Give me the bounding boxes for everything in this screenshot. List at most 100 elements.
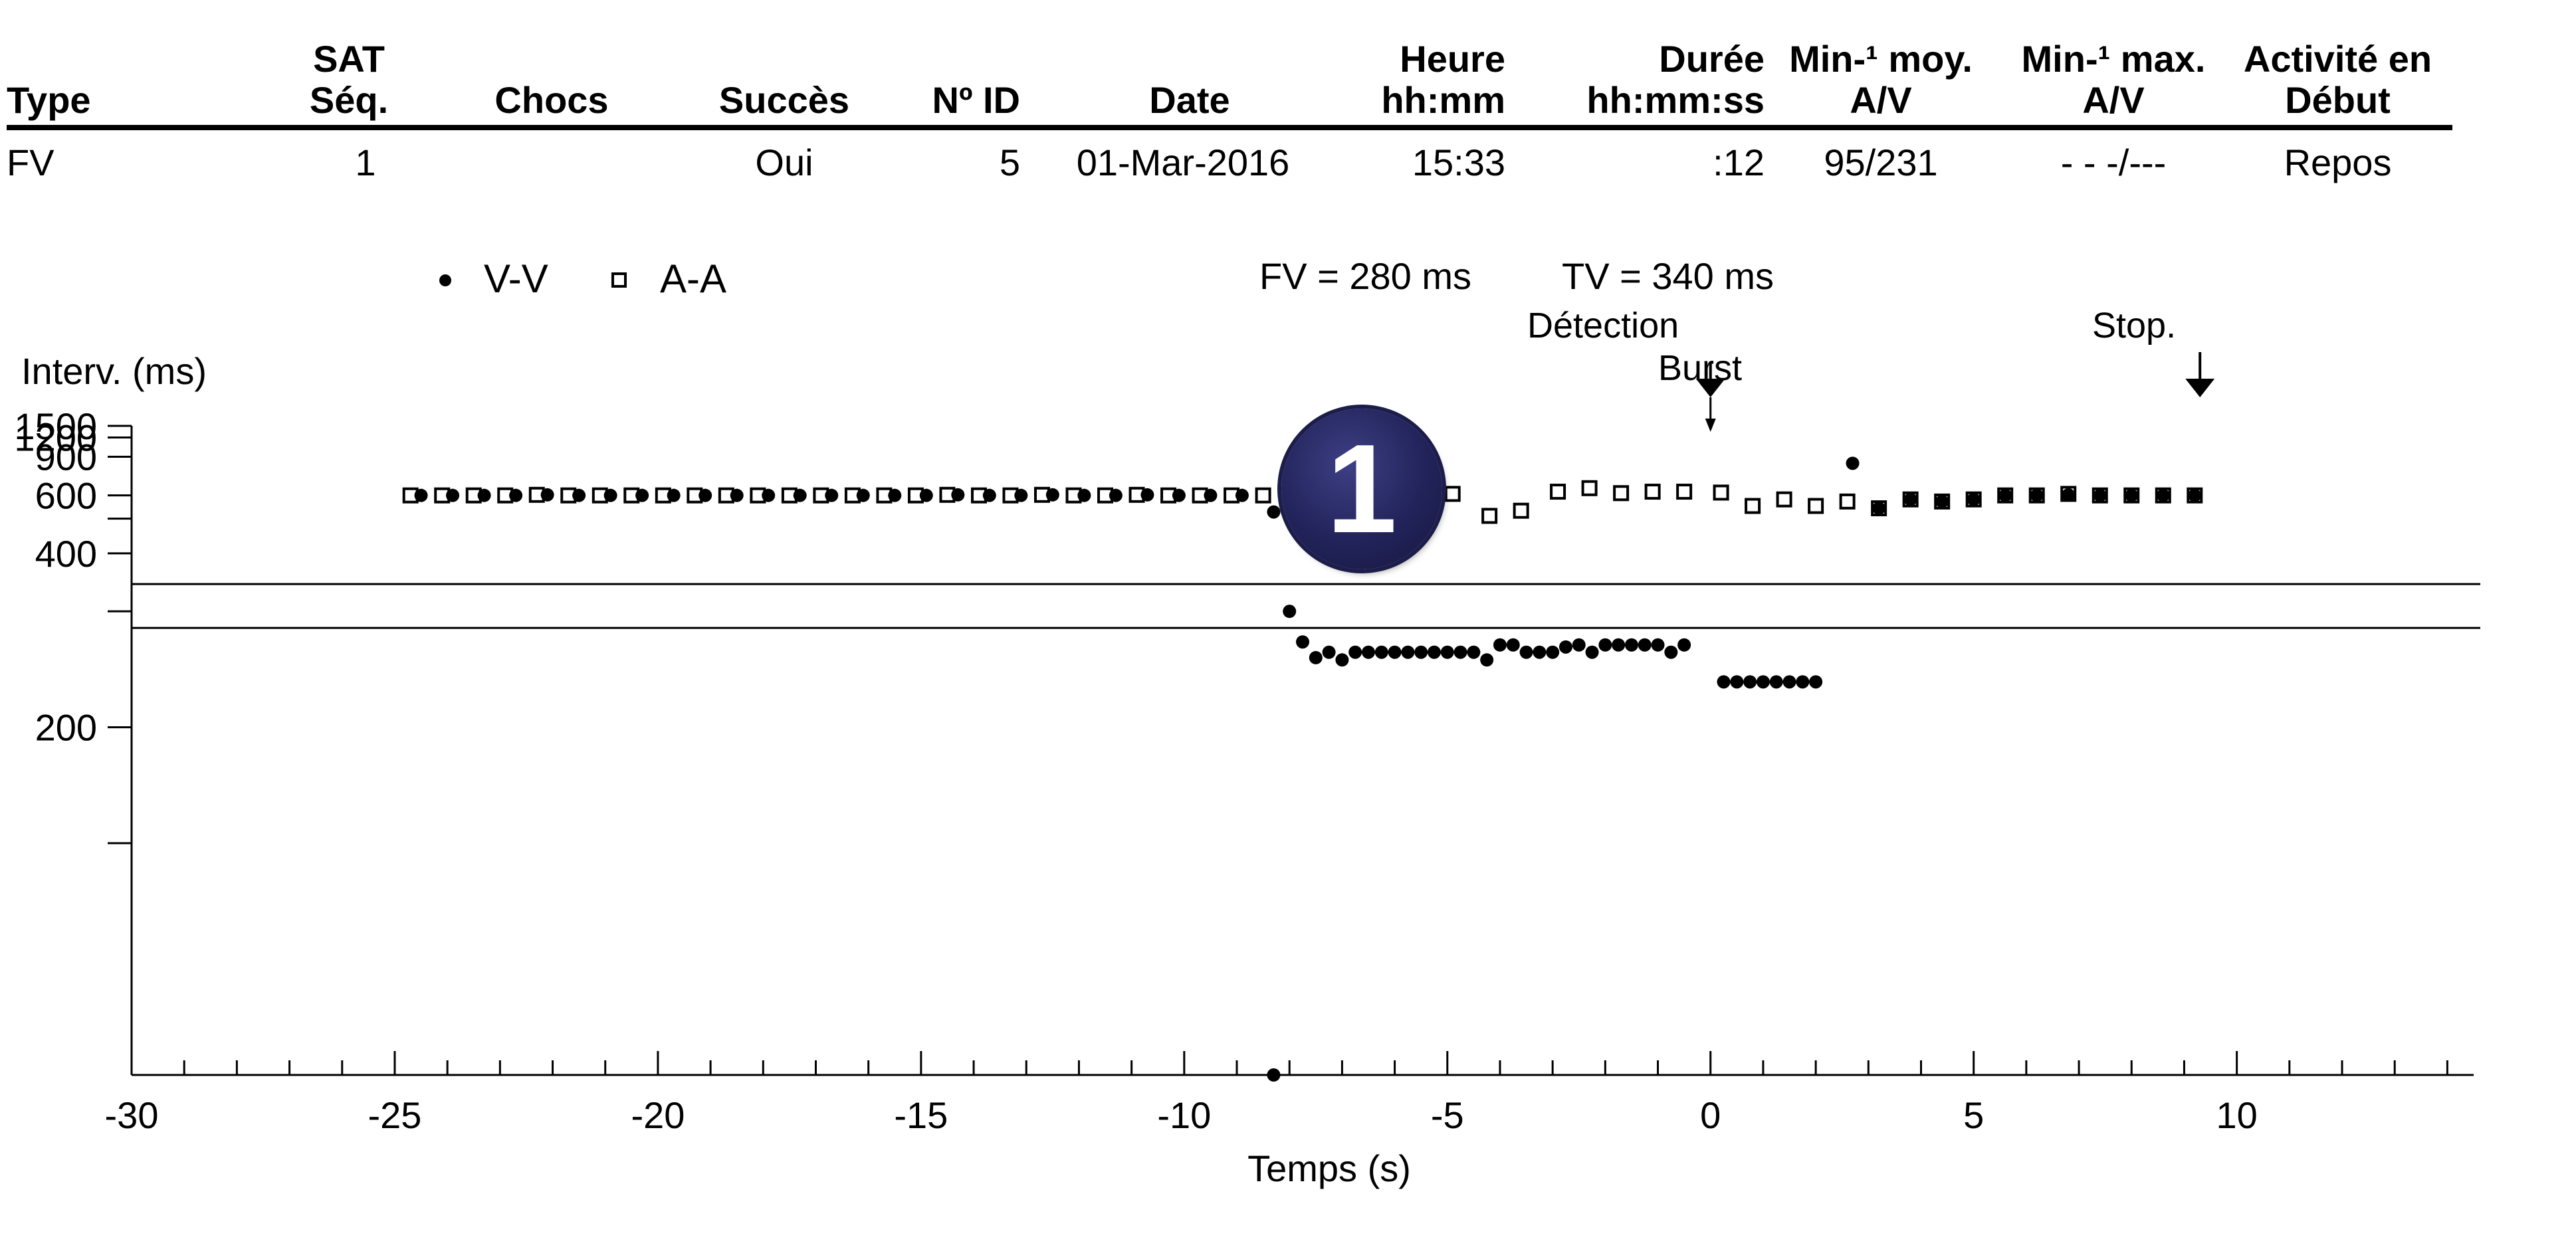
table-row: FV 1 Oui 5 01-Mar-2016 15:33 :12 95/231 … bbox=[7, 130, 2452, 203]
cell-activite: Repos bbox=[2284, 142, 2392, 183]
vv-point bbox=[1401, 645, 1415, 659]
episode-table: Type SAT Séq. Chocs Succès Nº ID Date Heu… bbox=[7, 33, 2452, 203]
event-markers bbox=[1695, 352, 2215, 432]
y-axis-label: Interv. (ms) bbox=[21, 350, 207, 392]
vv-point bbox=[2030, 488, 2044, 502]
vv-point bbox=[1045, 488, 1059, 502]
vv-point bbox=[1585, 645, 1599, 659]
vv-point bbox=[825, 488, 839, 502]
vv-point bbox=[1335, 653, 1349, 667]
aa-point bbox=[1776, 491, 1792, 508]
cell-heure: 15:33 bbox=[1412, 142, 1505, 183]
vv-point bbox=[1361, 645, 1375, 659]
vv-point bbox=[1872, 502, 1886, 516]
vv-point bbox=[888, 488, 902, 502]
detection-arrow-head bbox=[1695, 379, 1725, 397]
x-tick-label: 0 bbox=[1700, 1094, 1721, 1136]
vv-point bbox=[603, 488, 617, 502]
vv-point bbox=[1935, 494, 1949, 508]
vv-point bbox=[1493, 638, 1507, 652]
tv-zone-label: TV = 340 ms bbox=[1562, 255, 1774, 297]
x-tick-label: -25 bbox=[368, 1094, 421, 1136]
vv-point bbox=[1677, 638, 1691, 652]
vv-point bbox=[1374, 645, 1388, 659]
vv-point bbox=[982, 488, 996, 502]
step-number-badge: 1 bbox=[1281, 409, 1442, 569]
fv-zone-label: FV = 280 ms bbox=[1259, 255, 1471, 297]
y-tick-label: 400 bbox=[35, 533, 97, 575]
header-sat-seq: SAT Séq. bbox=[309, 38, 389, 121]
vv-point bbox=[540, 488, 554, 502]
header-id: Nº ID bbox=[932, 79, 1020, 121]
vv-point bbox=[1388, 645, 1402, 659]
aa-point bbox=[1676, 484, 1693, 500]
legend-aa-marker bbox=[611, 272, 627, 288]
vv-point bbox=[635, 488, 649, 502]
y-tick-label: 1200 bbox=[14, 417, 97, 458]
vv-point bbox=[1014, 488, 1028, 502]
vv-point bbox=[1624, 638, 1638, 652]
vv-point bbox=[856, 488, 870, 502]
stop-label: Stop. bbox=[2092, 306, 2176, 345]
header-min-moy: Min-¹ moy. A/V bbox=[1789, 38, 1973, 121]
vv-point bbox=[414, 488, 428, 502]
vv-point bbox=[1756, 675, 1770, 689]
vv-point bbox=[1903, 492, 1917, 506]
x-tick-label: -20 bbox=[631, 1094, 685, 1136]
vv-point bbox=[1546, 645, 1560, 659]
vv-point bbox=[1717, 675, 1731, 689]
vv-point bbox=[1077, 488, 1091, 502]
header-type: Type bbox=[7, 79, 91, 121]
vv-point bbox=[1998, 488, 2012, 502]
vv-point bbox=[2093, 488, 2107, 502]
legend-vv-marker bbox=[439, 274, 451, 286]
vv-point bbox=[1140, 488, 1154, 502]
vv-point bbox=[1467, 645, 1481, 659]
vv-point bbox=[1506, 638, 1520, 652]
vv-point bbox=[1598, 638, 1612, 652]
vv-point bbox=[762, 488, 776, 502]
cell-duree: :12 bbox=[1713, 142, 1765, 183]
x-tick-label: -5 bbox=[1431, 1094, 1464, 1136]
legend-vv-label: V-V bbox=[484, 256, 548, 301]
vv-point bbox=[1322, 645, 1336, 659]
legend-aa-label: A-A bbox=[660, 256, 726, 301]
aa-point bbox=[1745, 498, 1761, 514]
chart-legend: V-V A-A bbox=[439, 256, 726, 301]
cell-min-max: - - -/--- bbox=[2060, 142, 2167, 183]
header-duree: Durée hh:mm:ss bbox=[1586, 38, 1765, 121]
detection-label: Détection bbox=[1527, 306, 1679, 345]
interval-chart: V-V A-A FV = 280 ms TV = 340 ms Détectio… bbox=[14, 255, 2480, 1189]
cell-type: FV bbox=[7, 142, 54, 183]
vv-point bbox=[1296, 635, 1309, 649]
vv-point bbox=[1796, 675, 1810, 689]
vv-point bbox=[509, 488, 523, 502]
vv-point bbox=[1427, 645, 1441, 659]
aa-point bbox=[1550, 484, 1566, 500]
table-header: Type SAT Séq. Chocs Succès Nº ID Date Heu… bbox=[7, 33, 2452, 130]
vv-point bbox=[446, 488, 460, 502]
cell-min-moy: 95/231 bbox=[1824, 142, 1938, 183]
x-tick-label: 5 bbox=[1963, 1094, 1984, 1136]
vv-point bbox=[1480, 653, 1494, 667]
vv-point bbox=[1743, 675, 1757, 689]
aa-point bbox=[1808, 498, 1824, 514]
header-heure: Heure hh:mm bbox=[1381, 38, 1505, 121]
chart-points bbox=[402, 456, 2203, 1082]
aa-point bbox=[1839, 493, 1856, 510]
cell-id: 5 bbox=[999, 142, 1020, 183]
x-tick-label: 10 bbox=[2216, 1094, 2257, 1136]
vv-point bbox=[1267, 505, 1281, 519]
aa-point bbox=[1513, 502, 1529, 519]
vv-point bbox=[730, 488, 744, 502]
burst-arrow-head bbox=[1705, 419, 1716, 432]
vv-point bbox=[1453, 645, 1467, 659]
y-tick-label: 900 bbox=[35, 436, 97, 478]
header-activite: Activité en Début bbox=[2243, 38, 2432, 121]
header-min-max: Min-¹ max. A/V bbox=[2021, 38, 2206, 121]
x-tick-label: -10 bbox=[1157, 1094, 1211, 1136]
vv-point bbox=[1204, 488, 1218, 502]
aa-point bbox=[1644, 484, 1661, 500]
vv-point bbox=[2062, 488, 2076, 502]
